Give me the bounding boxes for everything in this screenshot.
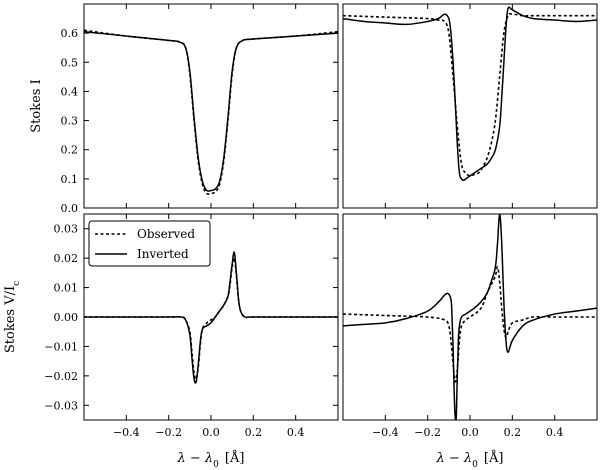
series-inverted-top-right [343, 6, 597, 182]
xlabel-left-subscript: 0 [213, 460, 219, 470]
ytick-label-top-left-5: 0.5 [61, 56, 79, 69]
series-observed-bottom-left [84, 257, 338, 380]
legend-label-observed: Observed [137, 227, 195, 241]
panel-top-right-frame [342, 3, 598, 209]
series-inverted-bottom-left [84, 251, 338, 384]
xlabel-left-unit: [Å] [225, 450, 245, 466]
xtick-label-bottom-left-4: 0.4 [287, 426, 305, 439]
xtick-label-bottom-right-4: 0.4 [546, 426, 564, 439]
ytick-label-bottom-left-5: 0.02 [54, 252, 79, 265]
panel-top-left [83, 3, 339, 209]
ytick-label-top-left-4: 0.4 [61, 85, 79, 98]
xtick-label-bottom-right-2: 0.0 [461, 426, 479, 439]
ylabel-bottom: Stokes V/Ic [3, 281, 22, 353]
xlabel-right: λ − λ0 [Å] [436, 450, 504, 470]
xtick-label-bottom-right-1: −0.2 [414, 426, 441, 439]
legend-label-inverted: Inverted [137, 247, 189, 261]
panel-bottom-right [342, 213, 598, 421]
ylabel-bottom-main: Stokes V/I [3, 286, 18, 353]
xtick-label-bottom-left-1: −0.2 [155, 426, 182, 439]
xtick-label-bottom-left-2: 0.0 [202, 426, 220, 439]
curve-layer [84, 6, 597, 420]
ylabel-top: Stokes I [29, 79, 44, 132]
xtick-label-bottom-left-0: −0.4 [113, 426, 140, 439]
panel-bottom-right-frame [342, 213, 598, 421]
xlabel-left: λ − λ0 [Å] [177, 450, 245, 470]
ytick-label-top-left-2: 0.2 [61, 144, 79, 157]
xlabel-right-subscript: 0 [472, 460, 478, 470]
ylabel-bottom-subscript: c [12, 281, 22, 286]
panel-top-right [342, 3, 598, 209]
series-observed-top-left [84, 29, 338, 195]
series-inverted-top-left [84, 30, 338, 192]
tick-layer: 0.00.10.20.30.40.50.6−0.03−0.02−0.010.00… [44, 4, 563, 439]
ytick-label-bottom-left-3: 0.00 [54, 311, 79, 324]
ytick-label-top-left-0: 0.0 [61, 202, 79, 215]
ytick-label-bottom-left-0: −0.03 [44, 399, 78, 412]
series-inverted-bottom-right [343, 214, 597, 420]
xtick-label-bottom-right-3: 0.2 [504, 426, 522, 439]
ytick-label-bottom-left-6: 0.03 [54, 223, 79, 236]
panel-top-left-frame [83, 3, 339, 209]
xlabel-right-unit: [Å] [484, 450, 504, 466]
ytick-label-bottom-left-1: −0.02 [44, 370, 78, 383]
ytick-label-top-left-6: 0.6 [61, 27, 79, 40]
ytick-label-bottom-left-2: −0.01 [44, 340, 78, 353]
xtick-label-bottom-right-0: −0.4 [372, 426, 399, 439]
xlabel-left-main: λ − λ [177, 451, 214, 466]
series-observed-top-right [343, 12, 597, 177]
legend: Observed Inverted [88, 220, 211, 267]
ytick-label-top-left-1: 0.1 [61, 173, 79, 186]
xlabel-right-main: λ − λ [436, 451, 473, 466]
ytick-label-bottom-left-4: 0.01 [54, 282, 79, 295]
ytick-label-top-left-3: 0.3 [61, 115, 79, 128]
xtick-label-bottom-left-3: 0.2 [245, 426, 263, 439]
series-observed-bottom-right [343, 266, 597, 383]
